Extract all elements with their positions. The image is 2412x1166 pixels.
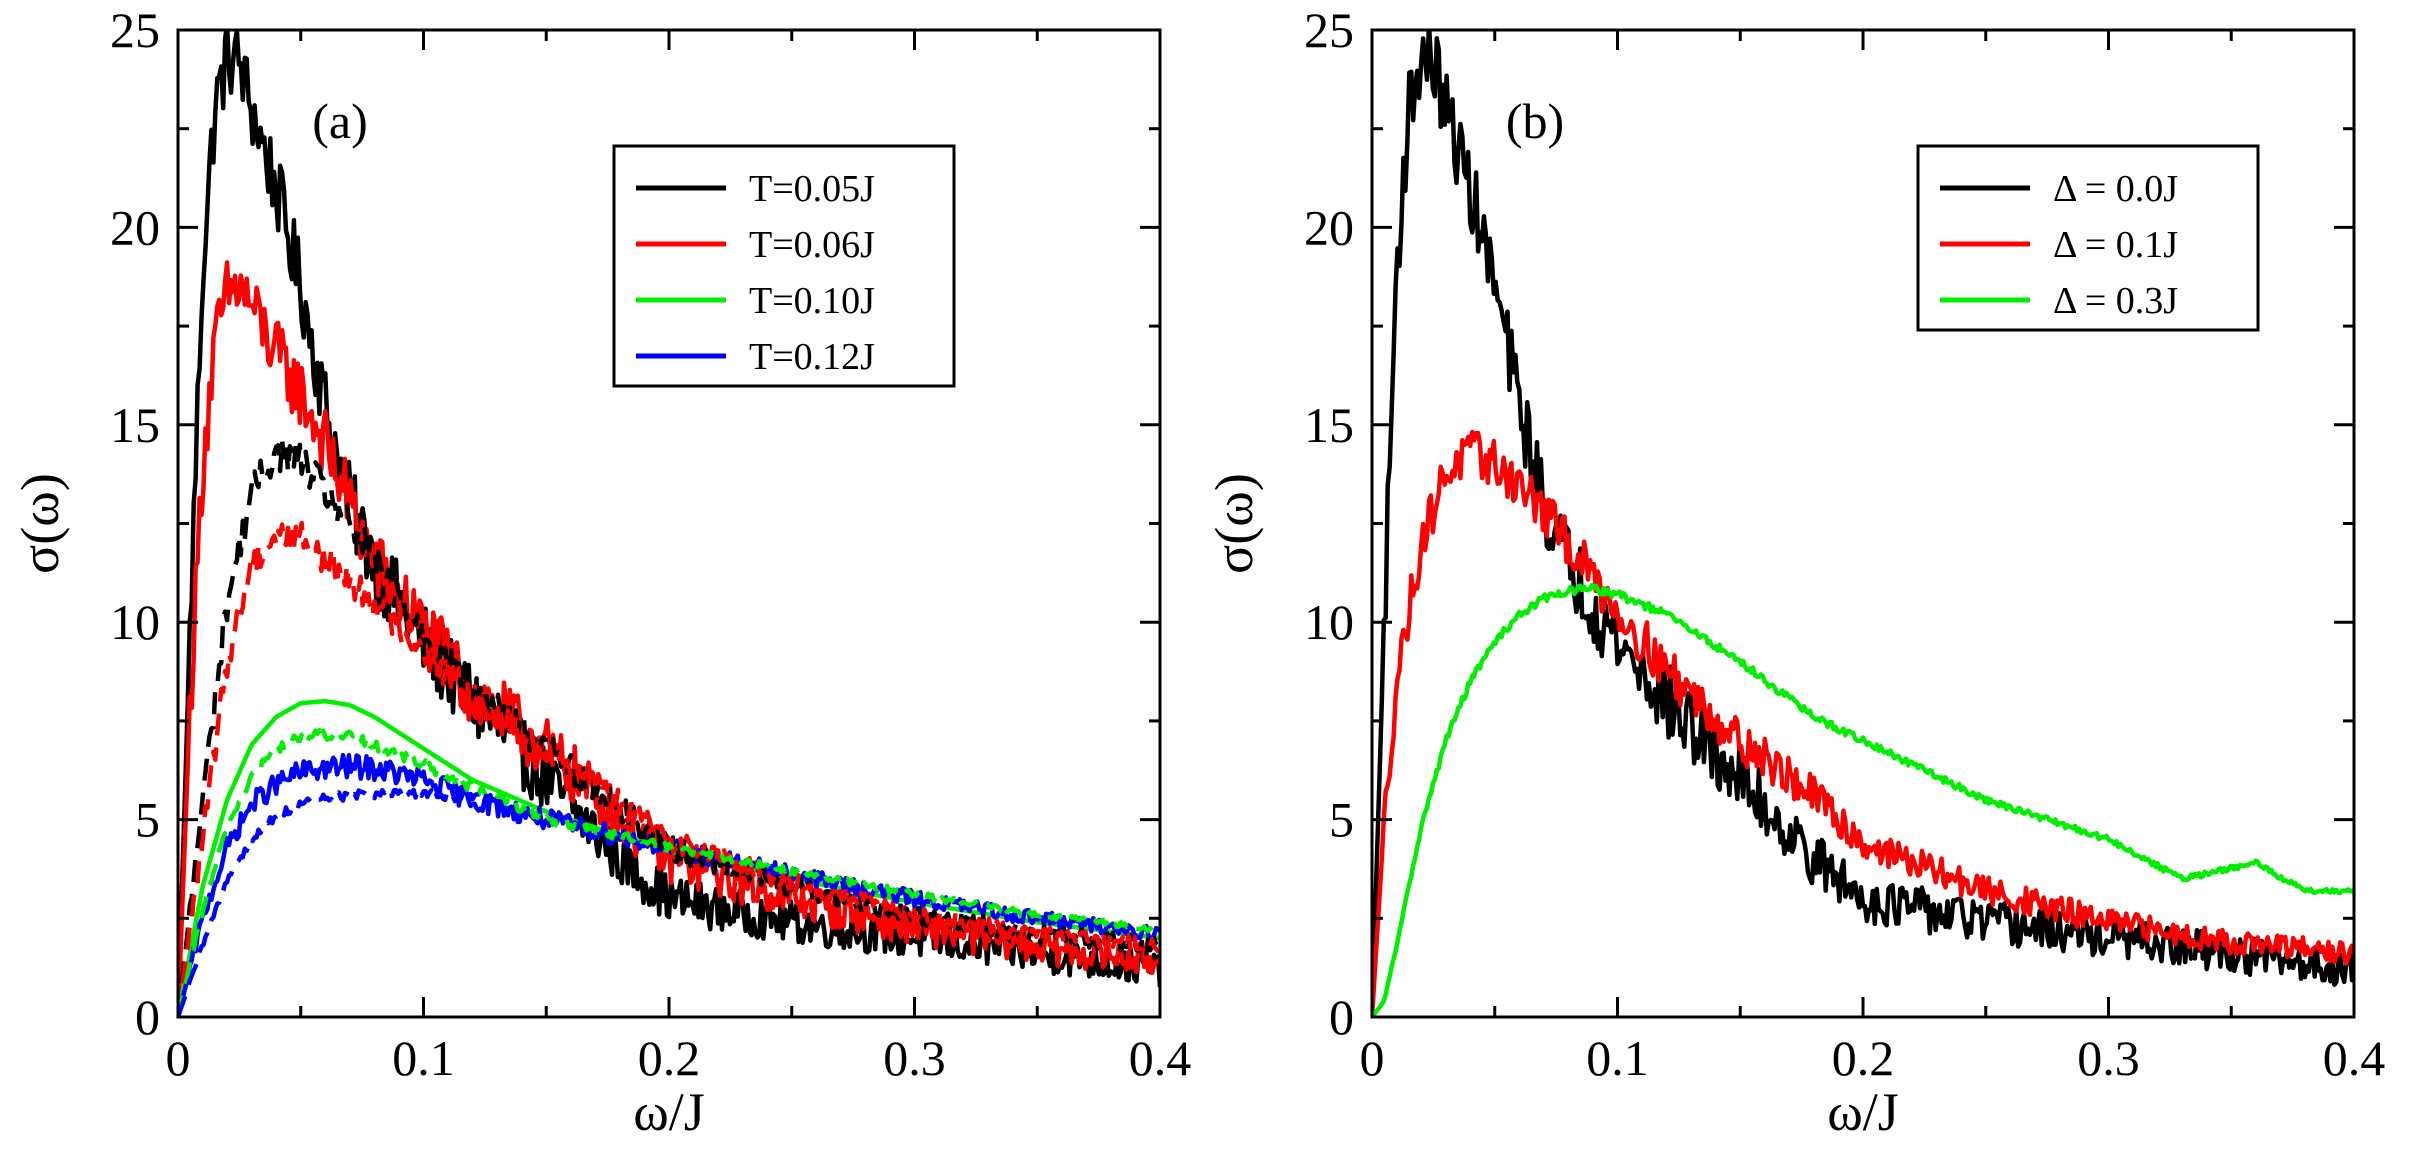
dashed-series-line-4 bbox=[178, 438, 1160, 1017]
x-tick-label: 0 bbox=[1360, 1030, 1385, 1086]
series-line-2 bbox=[1372, 582, 2354, 1017]
legend: Δ = 0.0J Δ = 0.1J Δ = 0.3J bbox=[1916, 144, 2260, 332]
x-tick-label: 0.4 bbox=[2323, 1030, 2386, 1086]
x-tick-label: 0.1 bbox=[1586, 1030, 1649, 1086]
x-tick-label: 0.4 bbox=[1129, 1030, 1192, 1086]
dashed-series-line-6 bbox=[178, 727, 1160, 1017]
x-tick-label: 0 bbox=[166, 1030, 191, 1086]
legend: T=0.05J T=0.06J T=0.10J T=0.12J bbox=[612, 144, 956, 388]
y-tick-label: 25 bbox=[110, 2, 160, 58]
x-axis-label: ω/J bbox=[633, 1082, 705, 1142]
dashed-series-line-7 bbox=[178, 786, 510, 1017]
x-tick-label: 0.2 bbox=[1832, 1030, 1895, 1086]
y-tick-label: 5 bbox=[1329, 792, 1354, 848]
y-tick-label: 20 bbox=[1304, 199, 1354, 255]
legend-label: Δ = 0.0J bbox=[2053, 168, 2178, 210]
y-tick-label: 25 bbox=[1304, 2, 1354, 58]
legend-label: T=0.05J bbox=[749, 168, 875, 210]
series-group bbox=[178, 30, 1160, 1017]
dashed-series-line-5 bbox=[178, 520, 1160, 1017]
y-tick-label: 5 bbox=[135, 792, 160, 848]
x-tick-label: 0.3 bbox=[2077, 1030, 2140, 1086]
y-tick-label: 15 bbox=[110, 397, 160, 453]
y-tick-label: 0 bbox=[1329, 989, 1354, 1045]
x-tick-label: 0.1 bbox=[392, 1030, 455, 1086]
x-axis-label: ω/J bbox=[1827, 1082, 1899, 1142]
y-tick-label: 20 bbox=[110, 199, 160, 255]
y-tick-label: 0 bbox=[135, 989, 160, 1045]
y-axis-label: σ(ω) bbox=[1204, 473, 1264, 574]
y-tick-label: 10 bbox=[110, 594, 160, 650]
series-line-0 bbox=[1372, 30, 2354, 1017]
series-group bbox=[1372, 30, 2354, 1017]
series-line-0 bbox=[178, 30, 1160, 1017]
y-tick-label: 15 bbox=[1304, 397, 1354, 453]
legend-label: Δ = 0.3J bbox=[2053, 280, 2178, 322]
panel-label: (b) bbox=[1506, 93, 1564, 149]
legend-label: Δ = 0.1J bbox=[2053, 224, 2178, 266]
panel-a: 0 0.1 0.2 0.3 0.4 0 5 10 15 20 25 ω/J σ(ω) (a) T=0.05J… bbox=[10, 2, 1191, 1142]
legend-label: T=0.10J bbox=[749, 280, 875, 322]
series-line-1 bbox=[1372, 429, 2354, 1017]
legend-label: T=0.06J bbox=[749, 224, 875, 266]
x-tick-label: 0.2 bbox=[638, 1030, 701, 1086]
panel-label: (a) bbox=[312, 93, 368, 149]
y-axis-label: σ(ω) bbox=[10, 473, 70, 574]
legend-label: T=0.12J bbox=[749, 336, 875, 378]
y-tick-label: 10 bbox=[1304, 594, 1354, 650]
x-tick-label: 0.3 bbox=[883, 1030, 946, 1086]
panel-b: 0 0.1 0.2 0.3 0.4 0 5 10 15 20 25 ω/J σ(ω) (b) Δ = 0.0… bbox=[1204, 2, 2385, 1142]
